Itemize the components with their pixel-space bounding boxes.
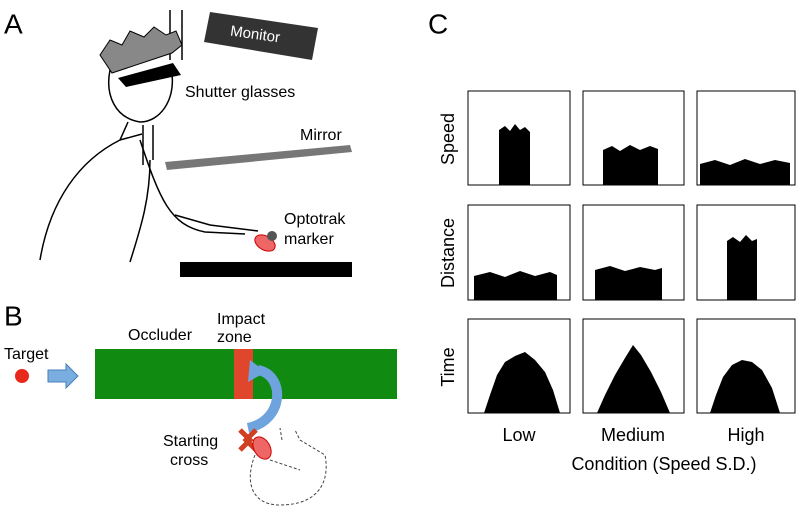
row-label: Distance <box>438 218 458 288</box>
occluder-label: Occluder <box>128 327 193 344</box>
row-label: Time <box>438 347 458 386</box>
column-label: Medium <box>601 425 665 445</box>
start-label: Starting <box>163 433 218 450</box>
column-label: Low <box>502 425 536 445</box>
mirror-label: Mirror <box>300 127 342 144</box>
impact-label: Impact <box>217 311 266 328</box>
impact-label: zone <box>217 329 252 346</box>
column-label: High <box>727 425 764 445</box>
panel-letter: A <box>4 8 23 39</box>
start-label: cross <box>170 452 208 469</box>
glasses-label: Shutter glasses <box>185 84 295 101</box>
x-axis-label: Condition (Speed S.D.) <box>571 454 756 474</box>
panel-letter: B <box>4 300 23 331</box>
panel-letter: C <box>428 8 448 39</box>
marker-label: marker <box>284 231 334 248</box>
marker-label: Optotrak <box>284 211 346 228</box>
row-label: Speed <box>438 113 458 165</box>
setup-drawing <box>39 10 352 277</box>
target-label: Target <box>4 346 49 363</box>
task-drawing <box>15 349 397 506</box>
histogram-grid <box>467 90 796 414</box>
monitor-label: Monitor <box>229 23 281 47</box>
